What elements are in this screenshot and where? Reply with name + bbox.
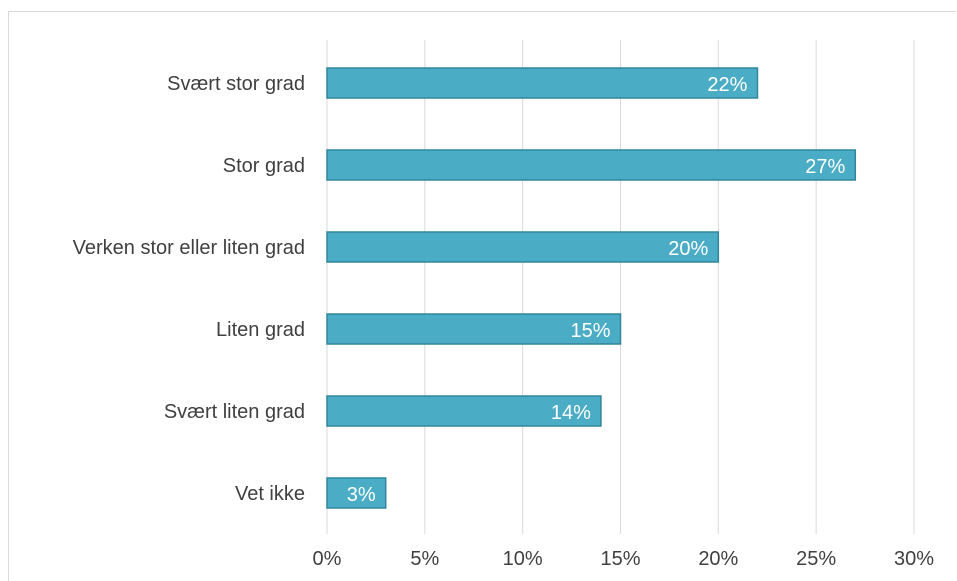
bar (326, 313, 622, 345)
data-label: 27% (805, 156, 845, 178)
x-tick-label: 0% (313, 548, 342, 570)
category-label: Stor grad (223, 155, 305, 177)
category-label: Svært stor grad (167, 73, 305, 95)
x-tick-label: 30% (894, 548, 934, 570)
category-label: Svært liten grad (164, 401, 305, 423)
bar (326, 67, 759, 99)
x-tick-label: 5% (410, 548, 439, 570)
data-label: 20% (668, 238, 708, 260)
bar (326, 231, 720, 263)
category-label: Vet ikke (235, 483, 305, 505)
bar (326, 149, 857, 181)
bar (326, 477, 387, 509)
data-label: 3% (347, 484, 376, 506)
chart-frame (8, 11, 956, 581)
data-label: 22% (707, 74, 747, 96)
data-label: 14% (551, 402, 591, 424)
category-label: Verken stor eller liten grad (73, 237, 305, 259)
category-label: Liten grad (216, 319, 305, 341)
x-tick-label: 25% (796, 548, 836, 570)
x-tick-label: 15% (600, 548, 640, 570)
x-tick-label: 10% (503, 548, 543, 570)
data-label: 15% (570, 320, 610, 342)
x-tick-label: 20% (698, 548, 738, 570)
bar (326, 395, 602, 427)
